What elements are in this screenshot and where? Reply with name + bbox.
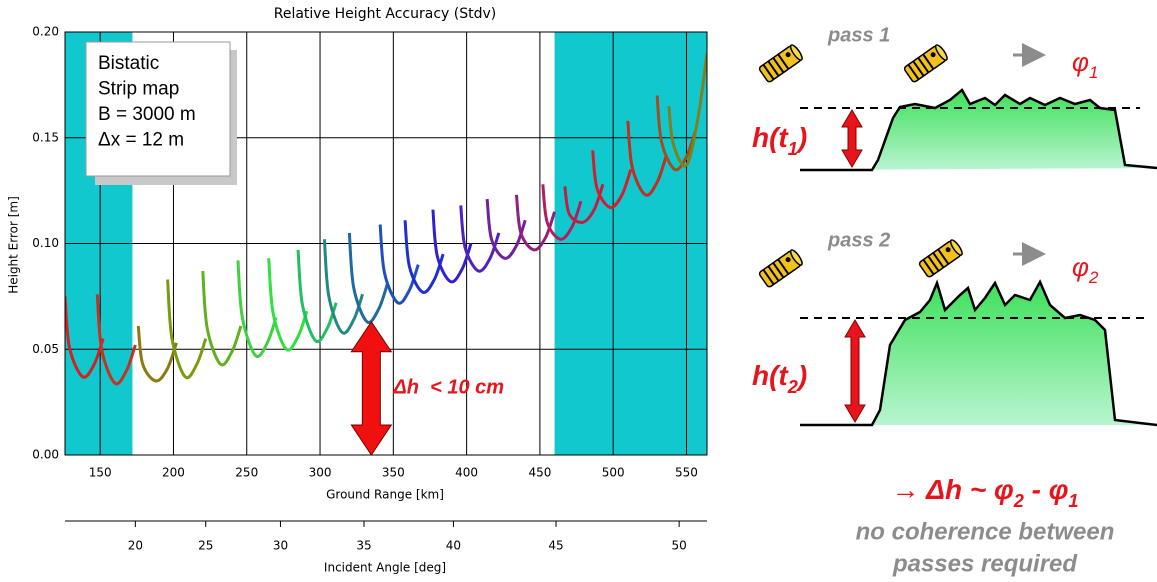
- accuracy-curve: [514, 194, 556, 252]
- height-arrow-1: [841, 109, 863, 168]
- accuracy-curve: [201, 270, 243, 367]
- height-arrow-2: [844, 319, 866, 423]
- plot-frame: [64, 31, 708, 456]
- y-tick-label: 0.15: [32, 130, 59, 144]
- x2-tick-label: 25: [198, 539, 213, 553]
- info-line: B = 3000 m: [98, 104, 196, 125]
- accuracy-curve: [166, 279, 208, 380]
- subscript: 1: [1089, 63, 1098, 82]
- info-lines: Bistatic Strip map B = 3000 m Δx = 12 m: [98, 53, 196, 151]
- text-part: ): [795, 360, 807, 391]
- curves: [65, 52, 707, 386]
- accuracy-curve: [591, 150, 633, 210]
- accuracy-curve: [95, 294, 137, 386]
- x-tick-label: 150: [89, 466, 112, 480]
- x-tick-label: 300: [309, 466, 332, 480]
- text-part: ): [795, 122, 807, 153]
- accuracy-curve: [136, 325, 178, 383]
- text-part: φ: [1072, 47, 1089, 77]
- x2-tick-label: 30: [273, 539, 288, 553]
- info-line: Δx = 12 m: [98, 130, 184, 151]
- pass-label: pass 2: [827, 229, 890, 251]
- accuracy-curve: [485, 198, 527, 260]
- x-tick-label: 500: [602, 466, 625, 480]
- annotation: Δh < 10 cm: [392, 376, 504, 398]
- terrain-1: [800, 88, 1157, 172]
- text-part: → Δh ~ φ: [891, 474, 1013, 505]
- subscript: 1: [788, 139, 798, 159]
- x2-axis-label: Incident Angle [deg]: [324, 561, 446, 575]
- accuracy-curve: [267, 258, 309, 352]
- subscript: 2: [1013, 491, 1024, 511]
- accuracy-curve: [65, 296, 105, 379]
- subscript: 2: [1088, 268, 1099, 287]
- text-part: φ: [1072, 252, 1089, 282]
- satellite: [917, 237, 966, 279]
- text-part: - φ: [1024, 474, 1069, 505]
- y-axis-label: Height Error [m]: [7, 196, 21, 294]
- accuracy-curve: [403, 220, 445, 294]
- formula: → Δh ~ φ2 - φ1: [891, 474, 1078, 510]
- y-tick-label: 0.05: [32, 342, 59, 356]
- x2-tick-label: 40: [446, 539, 461, 553]
- x2-tick-label: 20: [128, 539, 143, 553]
- accuracy-curve: [236, 260, 278, 359]
- y-tick-label: 0.00: [32, 448, 59, 462]
- delta-arrow: [350, 320, 393, 456]
- x-axis-label: Ground Range [km]: [326, 488, 444, 502]
- accuracy-curve: [322, 239, 364, 335]
- info-line: Bistatic: [98, 53, 159, 74]
- x-tick-label: 400: [455, 466, 478, 480]
- note: no coherence between: [856, 518, 1115, 545]
- accuracy-curve: [378, 224, 420, 305]
- phase-label: φ2: [1072, 252, 1099, 287]
- accuracy-curve: [626, 120, 668, 197]
- pass-label: pass 1: [827, 24, 890, 46]
- satellite: [902, 42, 951, 84]
- accuracy-curve: [655, 95, 697, 172]
- height-label: h(t2): [752, 360, 807, 396]
- satellite: [757, 247, 806, 289]
- height-label: h(t1): [752, 122, 807, 158]
- accuracy-curve: [667, 52, 707, 168]
- x-tick-label: 250: [235, 466, 258, 480]
- subscript: 1: [1068, 491, 1078, 511]
- y-tick-label: 0.20: [32, 25, 59, 39]
- x-tick-label: 450: [528, 466, 551, 480]
- note: passes required: [892, 550, 1078, 577]
- x-tick-label: 200: [162, 466, 185, 480]
- accuracy-curve: [296, 249, 338, 344]
- text-part: h(t: [752, 360, 789, 391]
- y-tick-label: 0.10: [32, 236, 59, 250]
- satellite: [757, 42, 806, 84]
- x2-tick-label: 35: [356, 539, 371, 553]
- accuracy-curve: [563, 183, 605, 224]
- phase-label: φ1: [1072, 47, 1098, 82]
- text-part: h(t: [752, 122, 789, 153]
- accuracy-curve: [347, 232, 389, 324]
- accuracy-curve: [431, 209, 473, 284]
- info-box: [85, 41, 231, 177]
- x-tick-label: 550: [675, 466, 698, 480]
- x2-tick-label: 50: [672, 539, 687, 553]
- info-line: Strip map: [98, 79, 179, 100]
- x2-tick-label: 45: [548, 539, 563, 553]
- subscript: 2: [787, 377, 798, 397]
- accuracy-curve: [459, 205, 501, 273]
- x-tick-label: 350: [382, 466, 405, 480]
- chart-title: Relative Height Accuracy (Stdv): [274, 6, 496, 22]
